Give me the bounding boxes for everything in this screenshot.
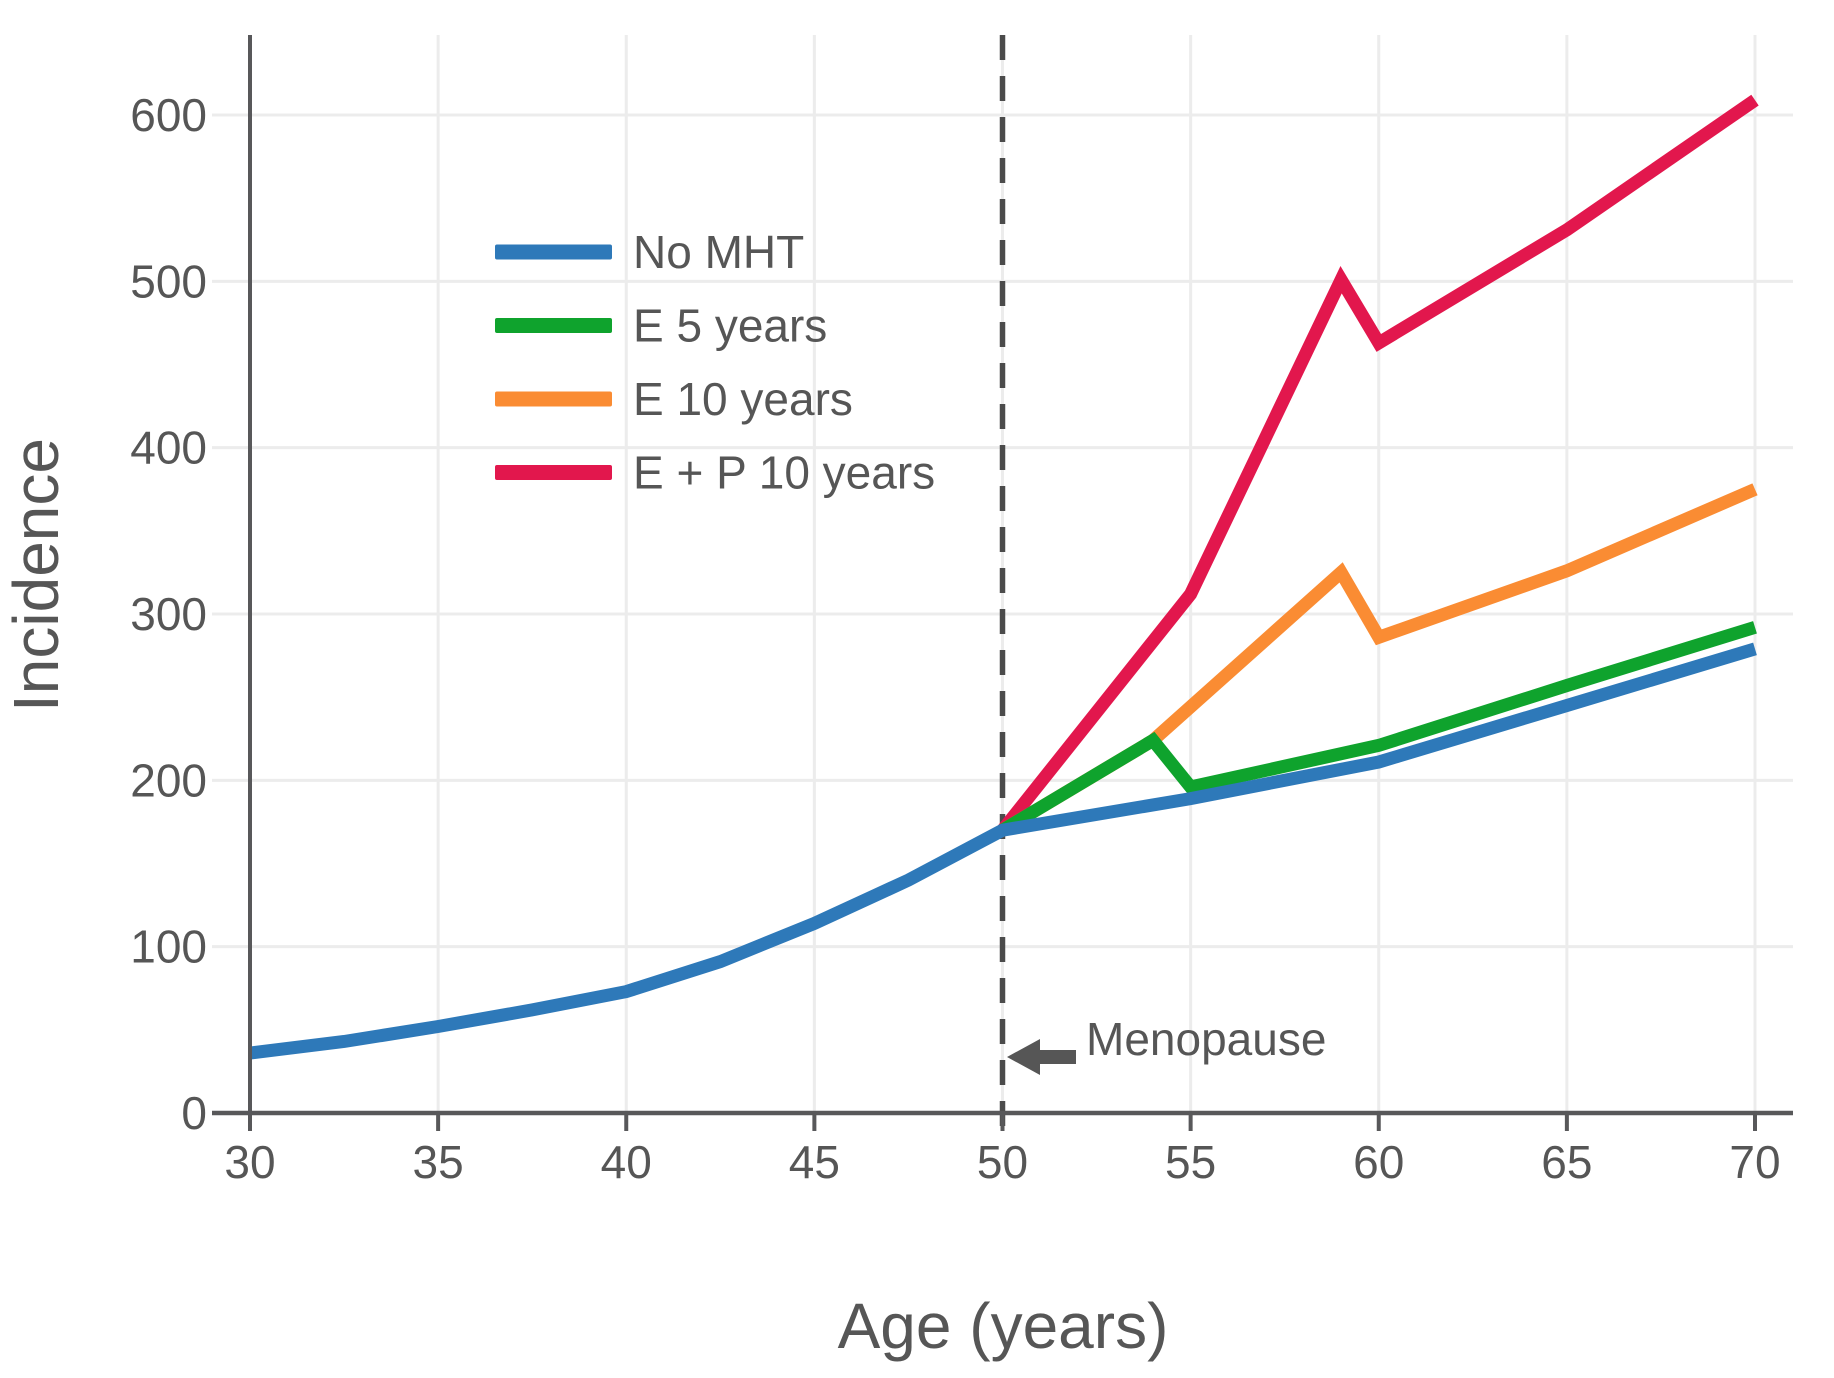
menopause-annotation-label: Menopause	[1086, 1013, 1326, 1065]
x-tick-label: 50	[977, 1136, 1028, 1188]
series-line-e-p-10-years	[997, 94, 1759, 835]
y-tick-label: 600	[130, 89, 207, 141]
x-tick-label: 35	[413, 1136, 464, 1188]
menopause-annotation: Menopause	[1007, 1013, 1326, 1075]
x-tick-label: 55	[1165, 1136, 1216, 1188]
x-tick-label: 65	[1541, 1136, 1592, 1188]
legend-swatch	[495, 244, 612, 260]
x-tick-label: 60	[1353, 1136, 1404, 1188]
legend-swatch	[495, 465, 612, 480]
y-tick-label: 400	[130, 422, 207, 474]
legend-label: E 10 years	[633, 373, 853, 425]
x-tick-label: 40	[601, 1136, 652, 1188]
x-axis-title: Age (years)	[838, 1290, 1169, 1362]
y-tick-label: 200	[130, 754, 207, 806]
y-tick-label: 500	[130, 255, 207, 307]
y-axis-title: Incidence	[0, 438, 72, 712]
legend-label: E + P 10 years	[633, 447, 935, 499]
series-line-e-5-years	[999, 621, 1757, 836]
legend-swatch	[495, 318, 612, 333]
left-arrow-icon	[1007, 1039, 1076, 1075]
x-tick-label: 30	[224, 1136, 275, 1188]
x-tick-label: 45	[789, 1136, 840, 1188]
tick-labels: 30 35 40 45 50 55 60 65 70 0 100 200 300 400 500 600	[130, 89, 1780, 1188]
legend: No MHT E 5 years E 10 years E + P 10 years	[495, 226, 935, 499]
axes	[212, 35, 1793, 1131]
y-tick-label: 100	[130, 921, 207, 973]
y-tick-label: 300	[130, 588, 207, 640]
legend-label: No MHT	[633, 226, 804, 278]
legend-swatch	[495, 391, 612, 407]
y-tick-label: 0	[181, 1087, 207, 1139]
legend-label: E 5 years	[633, 300, 827, 352]
series-lines	[249, 94, 1759, 1060]
series-line-no-mht	[249, 642, 1757, 1060]
x-tick-label: 70	[1729, 1136, 1780, 1188]
